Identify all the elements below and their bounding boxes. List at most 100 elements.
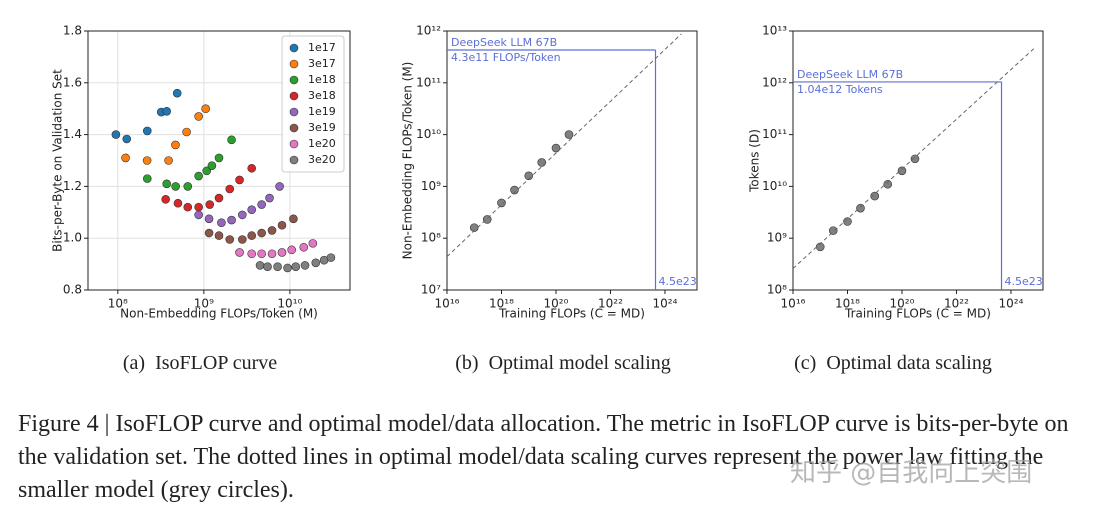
point [277,220,287,230]
point [828,226,838,235]
point [182,127,191,137]
point [482,215,492,224]
x-tick-label: 10⁸ [108,297,128,311]
legend-label: 1e19 [308,105,336,118]
y-axis-label: Bits-per-Byte on Validation Set [51,69,65,252]
legend-marker [289,107,299,117]
y-tick-label: 10¹⁰ [762,179,787,193]
point [111,130,121,139]
annotation-label: DeepSeek LLM 67B [797,68,903,81]
point [142,156,152,165]
x-tick-label: 10²² [598,297,623,311]
annotation-y-label: 1.04e12 Tokens [797,83,883,96]
point [843,217,852,226]
legend-marker [289,43,299,53]
y-tick-label: 10¹¹ [762,127,787,141]
point [225,235,235,244]
point [214,193,224,203]
x-tick-label: 10²⁴ [999,297,1024,311]
point [162,106,172,116]
point [194,171,203,181]
annotation-x-label: 4.5e23 [1005,275,1043,288]
point [311,258,321,268]
point [207,161,217,170]
point [273,262,282,271]
y-tick-label: 10⁸ [767,283,787,297]
subcaption: (b) Optimal model scaling [455,352,671,374]
subcaption: (c) Optimal data scaling [794,352,992,374]
y-tick-label: 1.4 [63,127,82,141]
y-tick-label: 10¹¹ [416,75,441,89]
point [194,112,203,121]
point [537,158,547,167]
y-tick-label: 10⁹ [421,179,441,193]
legend-label: 1e17 [308,41,336,54]
point [204,228,214,238]
point [257,228,266,238]
watermark: 知乎 @自我向上突围 [790,458,1033,488]
point [497,198,506,208]
y-tick-label: 1.0 [63,231,82,245]
x-axis-label: Non-Embedding FLOPs/Token (M) [120,307,318,321]
fit-line [793,46,1036,269]
point [883,179,893,189]
x-tick-label: 10²⁰ [890,297,915,311]
point [510,185,519,195]
point [283,263,292,273]
point [277,248,287,257]
legend-marker [289,91,299,101]
point [287,245,296,255]
point [162,179,172,189]
point [121,153,130,163]
legend-label: 3e20 [308,153,336,166]
y-tick-label: 10¹² [762,75,787,89]
annotation-x-label: 4.5e23 [659,275,697,288]
point [291,262,301,271]
point [238,235,247,244]
x-tick-label: 10¹⁰ [277,297,302,311]
point [202,166,212,176]
point [214,231,224,240]
figure: 10⁸ 10⁹ 10¹⁰ 0.8 1.0 1.2 1.4 1.6 1.8 Non-Embeddin… [51,24,1044,321]
y-tick-label: 1.6 [63,75,82,89]
point [171,182,180,191]
legend-marker [289,155,299,165]
point [247,163,257,173]
point [910,154,920,164]
fit-line [447,33,682,258]
legend-label: 3e19 [308,121,336,134]
legend-label: 3e18 [308,89,336,102]
point [194,210,203,220]
point [142,126,152,136]
y-tick-label: 10¹² [416,24,441,38]
x-tick-label: 10⁹ [194,297,214,311]
point [289,214,298,224]
point [247,205,257,215]
point [300,261,310,270]
x-axis-label: Training FLOPs (C = MD) [844,307,991,321]
plot-frame [446,30,698,291]
point [227,135,236,145]
point [122,134,132,144]
point [142,174,152,183]
x-axis-label: Training FLOPs (C = MD) [498,307,645,321]
y-tick-label: 10¹⁰ [416,127,441,141]
point [265,193,274,203]
y-tick-label: 10⁸ [421,231,441,245]
point [247,231,257,240]
point [227,215,236,225]
point [225,184,235,194]
point [172,88,182,98]
point [164,156,173,165]
y-tick-label: 10⁷ [421,283,441,297]
point [257,200,266,209]
x-tick-label: 10²⁰ [544,297,569,311]
y-tick-label: 10⁹ [767,231,787,245]
point [551,143,561,153]
point [299,242,309,252]
point [217,218,226,227]
y-tick-label: 0.8 [63,283,82,297]
point [201,104,210,113]
point [524,171,534,181]
